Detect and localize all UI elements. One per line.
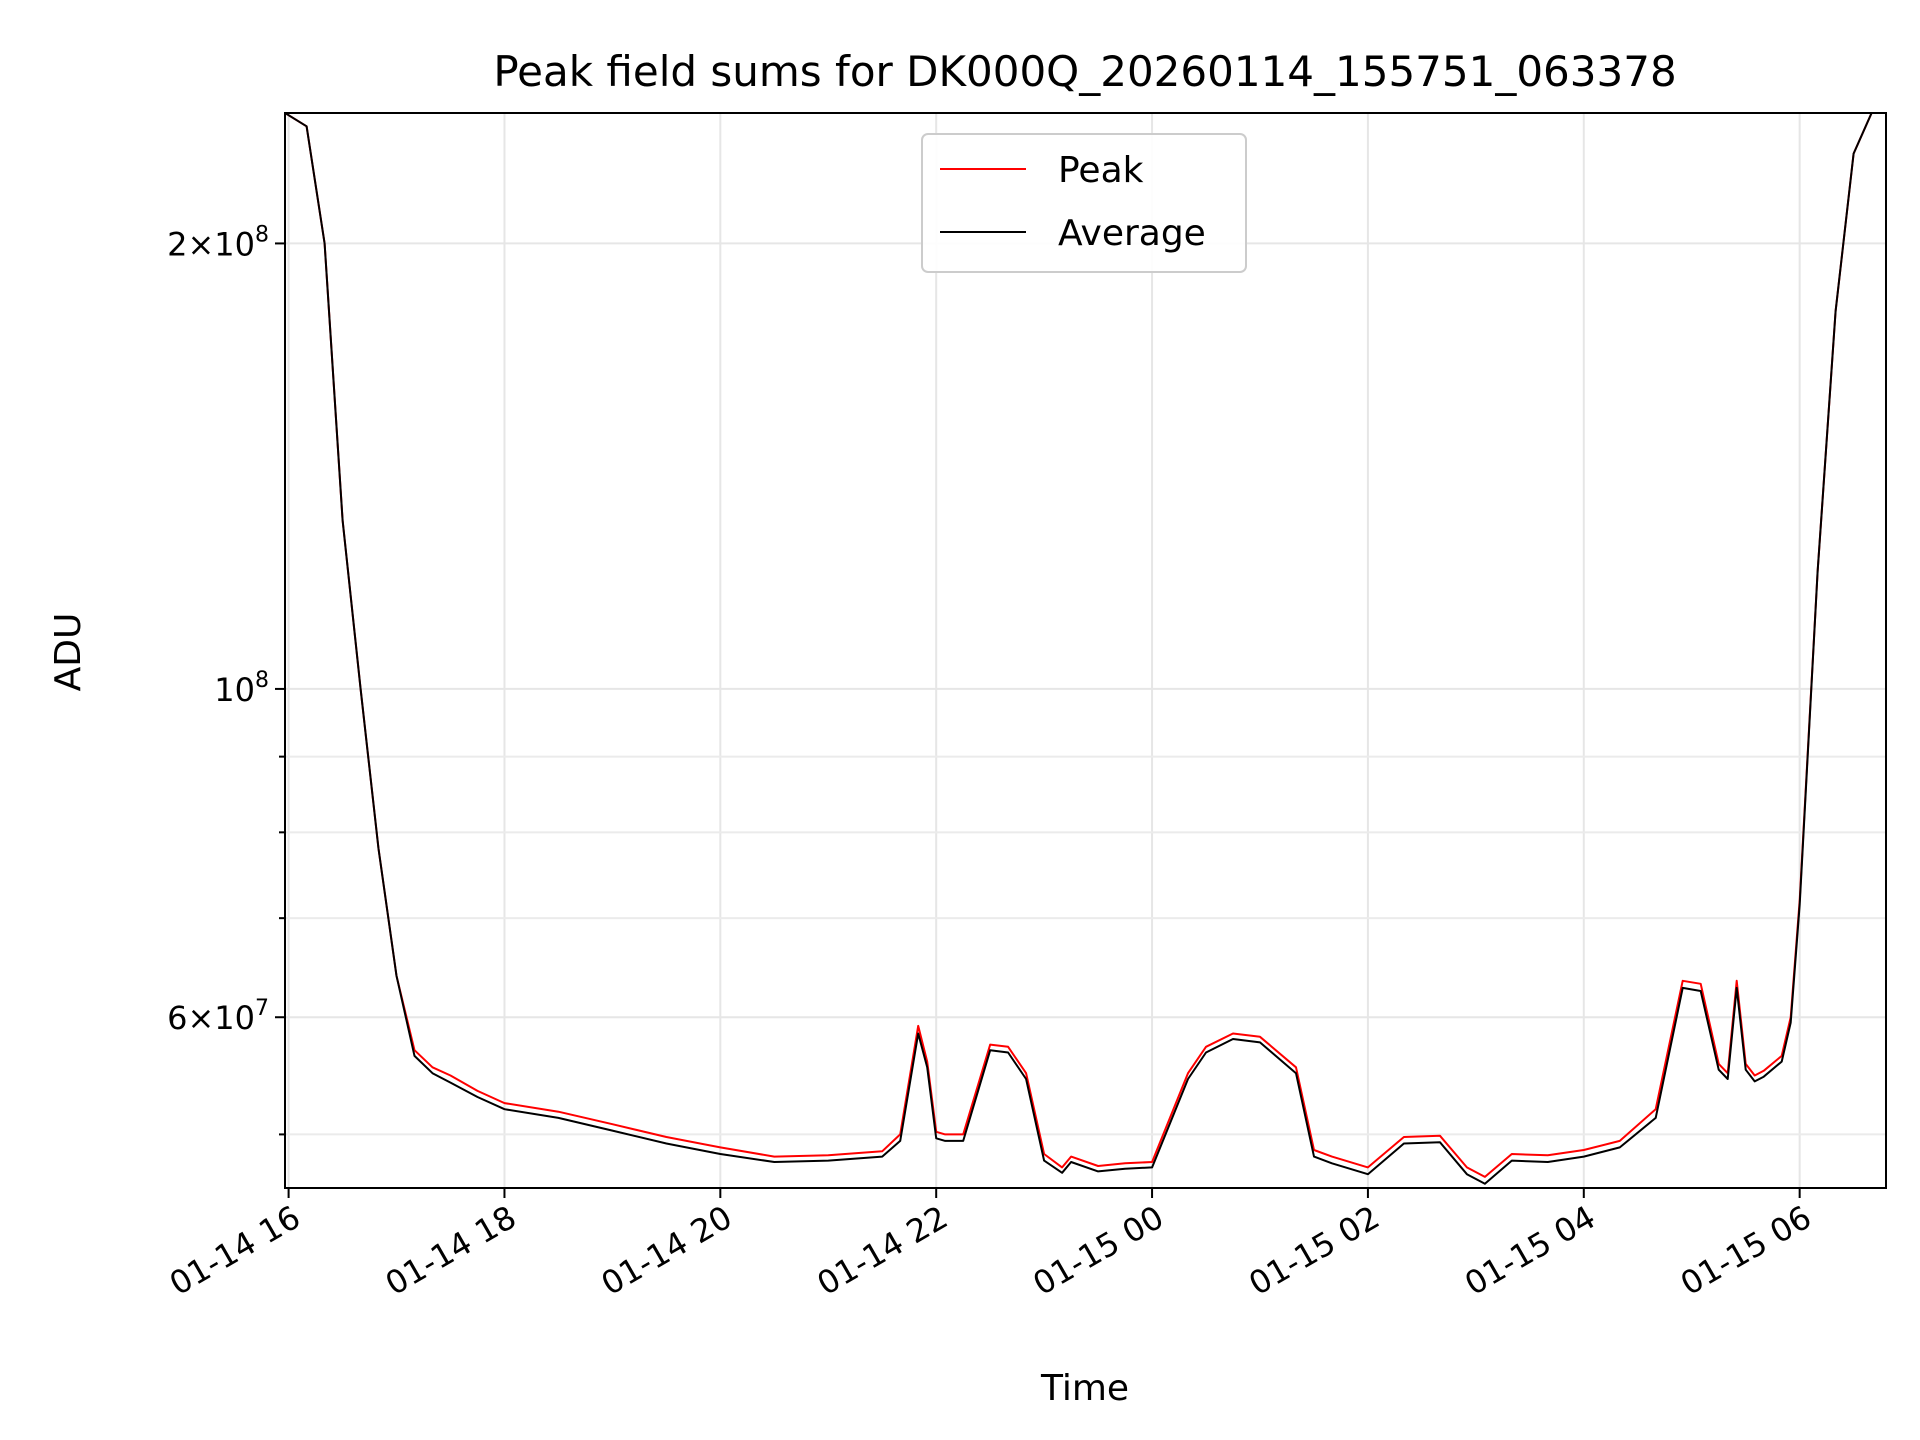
y-tick-label: 2×108 bbox=[167, 222, 269, 263]
y-axis: 2×108 108 6×107 bbox=[167, 222, 285, 1136]
series-layer bbox=[285, 113, 1886, 1185]
series-line-peak bbox=[285, 113, 1886, 1178]
x-tick-label: 01-15 06 bbox=[1674, 1198, 1818, 1303]
legend: Peak Average bbox=[921, 133, 1247, 273]
y-tick-label: 108 bbox=[214, 668, 269, 709]
y-tick-label: 6×107 bbox=[167, 996, 269, 1037]
series-line-average bbox=[285, 113, 1886, 1185]
x-tick-label: 01-15 04 bbox=[1458, 1198, 1602, 1303]
x-axis: 01-14 16 01-14 18 01-14 20 01-14 22 01-15 00… bbox=[163, 1188, 1818, 1303]
legend-average-label: Average bbox=[1058, 213, 1206, 254]
x-tick-label: 01-14 22 bbox=[811, 1198, 955, 1303]
plot-frame bbox=[284, 112, 1887, 1189]
x-tick-label: 01-15 02 bbox=[1242, 1198, 1386, 1303]
x-tick-label: 01-14 20 bbox=[595, 1198, 739, 1303]
grid bbox=[285, 113, 1886, 1188]
legend-peak-label: Peak bbox=[1058, 150, 1144, 191]
y-axis-label: ADU bbox=[48, 613, 89, 692]
x-axis-label: Time bbox=[1040, 1368, 1129, 1409]
x-tick-label: 01-14 16 bbox=[163, 1198, 307, 1303]
chart-title: Peak field sums for DK000Q_20260114_1557… bbox=[493, 47, 1676, 96]
x-tick-label: 01-15 00 bbox=[1026, 1198, 1170, 1303]
x-tick-label: 01-14 18 bbox=[379, 1198, 523, 1303]
